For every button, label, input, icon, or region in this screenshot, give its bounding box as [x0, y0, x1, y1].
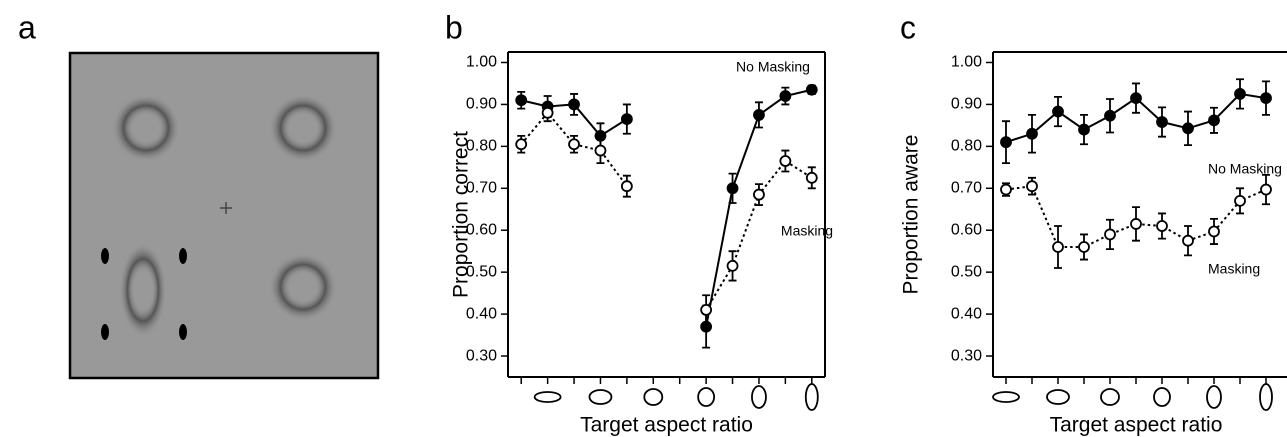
- data-point: [515, 94, 528, 107]
- y-tick-label: 0.70: [466, 180, 497, 197]
- x-axis-label: Target aspect ratio: [1050, 414, 1223, 437]
- y-tick-label: 1.00: [951, 54, 982, 71]
- y-tick-label: 0.60: [951, 221, 982, 238]
- data-point: [541, 106, 554, 119]
- mask-dot: [179, 248, 187, 264]
- panel-label: a: [18, 9, 36, 45]
- data-point: [726, 182, 739, 195]
- y-tick-label: 0.40: [951, 305, 982, 322]
- data-point: [1130, 218, 1142, 230]
- y-axis-label: Proportion correct: [450, 131, 473, 298]
- data-point: [805, 171, 818, 184]
- y-axis-label: Proportion aware: [900, 135, 923, 295]
- data-point: [779, 90, 792, 102]
- stimulus-panel: [68, 51, 380, 380]
- y-tick-label: 0.80: [951, 138, 982, 155]
- y-tick-label: 0.70: [951, 180, 982, 197]
- aspect-icon: [533, 391, 562, 403]
- series-line: [520, 88, 813, 327]
- data-point: [1104, 228, 1116, 241]
- aspect-icon: [1046, 389, 1070, 405]
- data-point: [1052, 105, 1064, 118]
- y-tick-label: 0.80: [466, 138, 497, 155]
- aspect-icon: [751, 385, 767, 409]
- series-label: No Masking: [1208, 161, 1282, 177]
- aspect-icon: [1100, 388, 1120, 406]
- ring-stimulus: [110, 92, 182, 164]
- data-point: [1208, 114, 1220, 127]
- aspect-icon: [643, 388, 664, 406]
- fixation-cross: [220, 202, 232, 214]
- ellipse-target: [118, 240, 168, 340]
- panel-label: c: [900, 9, 916, 45]
- aspect-icon: [1206, 385, 1222, 409]
- data-point: [779, 155, 792, 167]
- aspect-icon: [804, 383, 819, 411]
- mask-dot: [101, 324, 109, 340]
- data-point: [700, 320, 713, 333]
- data-point: [1026, 127, 1038, 140]
- chart: c 0.30 0.40 0.50 0.60 0.70 0.80 0.90 1.00 Target …: [900, 9, 1287, 437]
- series-label: Masking: [781, 223, 833, 239]
- data-point: [1000, 183, 1012, 196]
- data-point: [515, 138, 528, 151]
- data-point: [594, 144, 607, 157]
- ring-stimulus: [267, 92, 339, 164]
- data-point: [1052, 241, 1064, 253]
- data-point: [1104, 109, 1116, 122]
- series-line: [520, 111, 813, 311]
- y-tick-label: 0.90: [951, 96, 982, 113]
- data-point: [1182, 234, 1194, 247]
- y-tick-label: 0.30: [466, 347, 497, 364]
- chart: b 0.30 0.40 0.50 0.60 0.70 0.80 0.90 1.00 Target …: [445, 9, 833, 436]
- aspect-icon: [1153, 387, 1171, 407]
- data-point: [1234, 194, 1246, 207]
- data-point: [568, 98, 580, 111]
- mask-dot: [101, 248, 109, 264]
- y-tick-label: 1.00: [466, 54, 497, 71]
- data-point: [1260, 92, 1272, 105]
- data-point: [1000, 136, 1012, 149]
- data-point: [753, 109, 765, 121]
- data-point: [753, 188, 765, 201]
- data-point: [1078, 123, 1090, 136]
- ring-stimulus: [267, 251, 339, 323]
- y-tick-label: 0.30: [951, 347, 982, 364]
- aspect-icon: [588, 389, 613, 405]
- data-point: [1234, 88, 1246, 100]
- data-point: [1156, 116, 1168, 128]
- y-tick-label: 0.50: [466, 263, 497, 280]
- panel-label: b: [445, 9, 463, 45]
- aspect-icon: [697, 387, 716, 407]
- data-point: [568, 138, 580, 151]
- data-point: [1078, 241, 1090, 253]
- data-point: [1026, 180, 1038, 193]
- data-point: [594, 129, 607, 142]
- x-axis-label: Target aspect ratio: [580, 414, 753, 437]
- mask-dot: [179, 324, 187, 340]
- data-point: [620, 113, 633, 125]
- data-point: [1260, 183, 1272, 196]
- series-label: Masking: [1208, 261, 1260, 277]
- data-point: [805, 83, 818, 96]
- data-point: [700, 304, 713, 316]
- y-tick-label: 0.50: [951, 263, 982, 280]
- data-point: [1208, 225, 1220, 238]
- data-point: [1182, 122, 1194, 135]
- stimulus-background: [68, 51, 380, 380]
- y-tick-label: 0.90: [466, 96, 497, 113]
- series-label: No Masking: [736, 59, 810, 75]
- y-tick-label: 0.60: [466, 221, 497, 238]
- data-point: [620, 180, 633, 193]
- aspect-icon: [992, 391, 1020, 403]
- data-point: [1130, 92, 1142, 105]
- data-point: [726, 259, 739, 272]
- data-point: [1156, 220, 1168, 232]
- aspect-icon: [1259, 383, 1273, 411]
- y-tick-label: 0.40: [466, 305, 497, 322]
